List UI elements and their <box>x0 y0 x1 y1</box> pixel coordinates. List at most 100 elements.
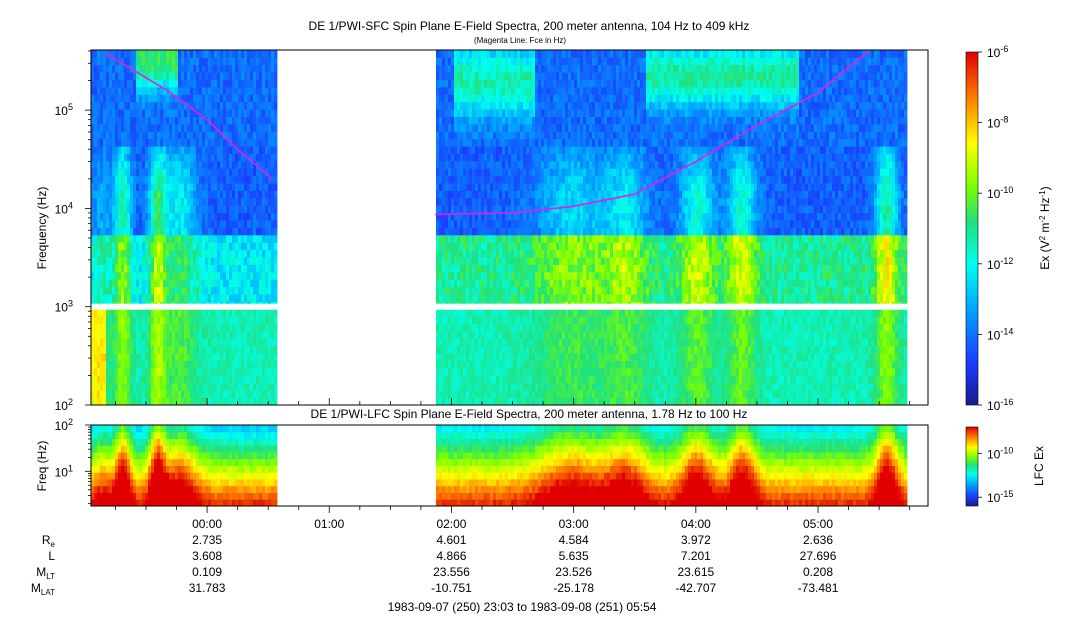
spectrogram-column <box>475 50 479 406</box>
spectrogram-column <box>247 50 251 406</box>
lfc-column <box>610 425 614 507</box>
lfc-column <box>493 425 497 507</box>
y-tick-label: 102 <box>55 417 73 433</box>
lfc-column <box>772 425 776 507</box>
lfc-column <box>622 425 626 507</box>
lfc-column <box>439 425 443 507</box>
lfc-column <box>736 425 740 507</box>
spectrogram-column <box>133 50 137 406</box>
lfc-column <box>505 425 509 507</box>
spectrogram-column <box>772 50 776 406</box>
lfc-plot-frame <box>90 424 929 507</box>
orbit-value: 4.866 <box>436 549 466 563</box>
lfc-column <box>268 425 272 507</box>
spectrogram-column <box>790 50 794 406</box>
spectrogram-column <box>220 50 224 406</box>
lfc-ylabel: Freq (Hz) <box>35 441 49 492</box>
spectrogram-column <box>217 50 221 406</box>
sfc-colorbar <box>965 51 979 406</box>
spectrogram-column <box>151 50 155 406</box>
spectrogram-column <box>439 50 443 406</box>
lfc-column <box>814 425 818 507</box>
lfc-column <box>532 425 536 507</box>
spectrogram-column <box>652 50 656 406</box>
spectrogram-column <box>637 50 641 406</box>
spectrogram-column <box>664 50 668 406</box>
lfc-title: DE 1/PWI-LFC Spin Plane E-Field Spectra,… <box>311 407 748 421</box>
lfc-column <box>91 425 95 507</box>
lfc-column <box>742 425 746 507</box>
lfc-column <box>820 425 824 507</box>
lfc-column <box>112 425 116 507</box>
spectrogram-column <box>775 50 779 406</box>
spectrogram-column <box>739 50 743 406</box>
spectrogram-column <box>808 50 812 406</box>
lfc-column <box>178 425 182 507</box>
lfc-column <box>640 425 644 507</box>
lfc-column <box>274 425 278 507</box>
lfc-column <box>580 425 584 507</box>
x-tick-label: 02:00 <box>436 517 466 531</box>
x-tick-label: 01:00 <box>314 517 344 531</box>
lfc-column <box>154 425 158 507</box>
spectrogram-column <box>178 50 182 406</box>
lfc-column <box>694 425 698 507</box>
spectrogram-column <box>118 50 122 406</box>
spectrogram-column <box>235 50 239 406</box>
lfc-column <box>193 425 197 507</box>
orbit-value: 4.601 <box>436 533 466 547</box>
colorbar-tick-label: 10-14 <box>987 326 1013 342</box>
spectrogram-column <box>598 50 602 406</box>
lfc-column <box>637 425 641 507</box>
lfc-column <box>679 425 683 507</box>
spectrogram-column <box>622 50 626 406</box>
spectrogram-column <box>781 50 785 406</box>
spectrogram-column <box>472 50 476 406</box>
spectrogram-column <box>559 50 563 406</box>
lfc-column <box>559 425 563 507</box>
lfc-column <box>721 425 725 507</box>
lfc-column <box>793 425 797 507</box>
lfc-column <box>685 425 689 507</box>
lfc-column <box>844 425 848 507</box>
lfc-column <box>847 425 851 507</box>
spectrogram-column <box>814 50 818 406</box>
spectrogram-column <box>784 50 788 406</box>
lfc-column <box>853 425 857 507</box>
spectrogram-column <box>727 50 731 406</box>
lfc-column <box>547 425 551 507</box>
colorbar-tick-label: 10-6 <box>987 44 1008 60</box>
spectrogram-column <box>544 50 548 406</box>
spectrogram-column <box>586 50 590 406</box>
spectrogram-column <box>457 50 461 406</box>
y-tick-label: 103 <box>55 299 73 315</box>
spectrogram-column <box>694 50 698 406</box>
lfc-column <box>457 425 461 507</box>
spectrogram-column <box>553 50 557 406</box>
lfc-column <box>184 425 188 507</box>
spectrogram-column <box>508 50 512 406</box>
spectrogram-column <box>589 50 593 406</box>
spectrogram-column <box>568 50 572 406</box>
spectrogram-column <box>97 50 101 406</box>
lfc-column <box>481 425 485 507</box>
spectrogram-column <box>436 50 440 406</box>
lfc-column <box>556 425 560 507</box>
lfc-column <box>628 425 632 507</box>
spectrogram-column <box>844 50 848 406</box>
spectrogram-column <box>196 50 200 406</box>
lfc-column <box>271 425 275 507</box>
lfc-column <box>886 425 890 507</box>
orbit-row-label: L <box>48 549 55 563</box>
lfc-column <box>490 425 494 507</box>
lfc-column <box>604 425 608 507</box>
spectrogram-column <box>244 50 248 406</box>
lfc-column <box>625 425 629 507</box>
lfc-column <box>754 425 758 507</box>
lfc-column <box>877 425 881 507</box>
spectrogram-column <box>736 50 740 406</box>
spectrogram-column <box>700 50 704 406</box>
spectrogram-column <box>631 50 635 406</box>
lfc-column <box>796 425 800 507</box>
lfc-column <box>808 425 812 507</box>
